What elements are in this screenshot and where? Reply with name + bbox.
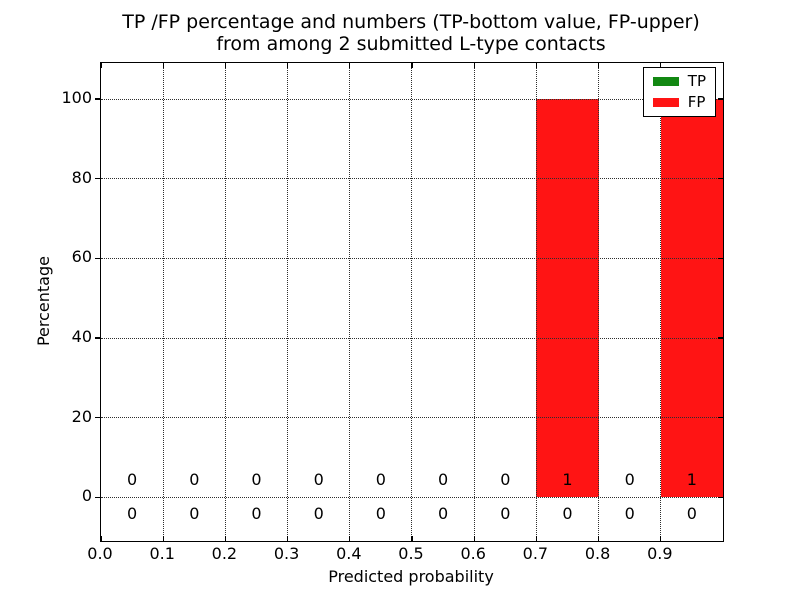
v-gridline [349,63,351,541]
x-tick-label: 0.3 [273,544,300,563]
x-tick-label: 0.1 [149,544,175,563]
x-tick-mark-top [286,63,289,68]
x-tick-mark-bottom [411,536,413,541]
tp-count-label: 0 [686,504,697,524]
x-tick-label: 0.6 [460,544,486,563]
y-tick-mark-right [718,257,723,259]
legend-label: FP [687,93,706,111]
x-tick-mark-top [597,63,600,68]
v-gridline [597,63,599,541]
tp-count-label: 0 [624,504,635,524]
y-tick-mark-right [718,98,723,100]
x-tick-mark-bottom [100,536,102,541]
x-tick-mark-top [473,63,475,68]
x-tick-mark-bottom [660,536,662,541]
y-tick-mark-left [94,257,100,259]
x-tick-mark-bottom [473,536,475,541]
legend-entry: FP [652,93,706,111]
x-tick-mark-top [162,63,164,68]
fp-count-label: 0 [313,470,324,490]
tp-count-label: 0 [562,504,573,524]
x-tick-mark-bottom [224,536,227,541]
y-tick-mark-right [718,496,723,498]
y-tick-label: 0 [81,486,92,506]
tp-count-label: 0 [127,504,138,524]
chart-title-line-2: from among 2 submitted L-type contacts [216,33,606,55]
x-tick-label: 0.5 [398,544,424,563]
v-gridline [411,63,413,541]
v-gridline [660,63,662,541]
y-axis-label-wrap: Percentage [26,62,60,540]
x-tick-mark-bottom [162,536,164,541]
legend-swatch-fp-icon [652,98,679,107]
y-tick-mark-left [94,177,100,180]
x-tick-label: 0.7 [522,544,549,563]
chart-title: TP /FP percentage and numbers (TP-bottom… [100,11,722,55]
x-tick-label: 0.9 [647,544,673,563]
y-tick-label: 80 [71,167,92,187]
legend-swatch-tp-icon [652,77,679,86]
y-tick-mark-right [718,337,723,339]
v-gridline [162,63,164,541]
y-tick-mark-left [94,496,100,498]
y-tick-mark-left [94,337,100,339]
y-tick-label: 40 [71,326,92,346]
y-tick-label: 20 [71,406,92,426]
fp-count-label: 0 [438,470,449,490]
x-tick-label: 0.4 [336,544,362,563]
fp-count-label: 0 [189,470,200,490]
fp-count-label: 0 [500,470,511,490]
x-tick-mark-top [349,63,351,68]
x-tick-mark-top [224,63,227,68]
fp-bar [660,98,723,498]
x-tick-mark-top [100,63,102,68]
y-tick-mark-right [718,416,723,419]
x-tick-mark-bottom [286,536,289,541]
tp-count-label: 0 [500,504,511,524]
y-tick-label: 100 [61,87,92,107]
legend-entry: TP [652,72,706,90]
v-gridline [535,63,537,541]
fp-count-label: 0 [375,470,386,490]
x-tick-mark-top [660,63,662,68]
y-tick-mark-left [94,98,100,100]
fp-count-label: 0 [624,470,635,490]
fp-count-label: 0 [251,470,262,490]
tp-count-label: 0 [313,504,324,524]
fp-count-label: 1 [686,470,697,490]
tp-count-label: 0 [438,504,449,524]
v-gridline [473,63,475,541]
tp-count-label: 0 [251,504,262,524]
x-tick-mark-top [411,63,413,68]
tp-count-label: 0 [189,504,200,524]
fp-bar [536,98,599,498]
x-tick-mark-bottom [597,536,600,541]
x-tick-mark-bottom [535,536,538,541]
x-axis-label: Predicted probability [328,567,494,586]
x-tick-mark-top [535,63,538,68]
x-tick-label: 0.0 [87,544,113,563]
plot-area: TP FP 0 0 0 0 0 0 0 0 0 0 0 0 0 0 0 1 0 0 0 1 [94,62,724,542]
x-tick-label: 0.8 [584,544,611,563]
legend-label: TP [687,72,706,90]
v-gridline [224,63,226,541]
y-tick-mark-left [94,416,100,419]
fp-count-label: 0 [127,470,138,490]
y-tick-label: 60 [71,247,92,267]
tp-count-label: 0 [375,504,386,524]
x-tick-label: 0.2 [211,544,238,563]
x-tick-mark-bottom [349,536,351,541]
v-gridline [286,63,288,541]
y-tick-mark-right [718,177,723,180]
fp-count-label: 1 [562,470,573,490]
chart-title-line-1: TP /FP percentage and numbers (TP-bottom… [122,11,700,33]
legend: TP FP [642,67,716,117]
